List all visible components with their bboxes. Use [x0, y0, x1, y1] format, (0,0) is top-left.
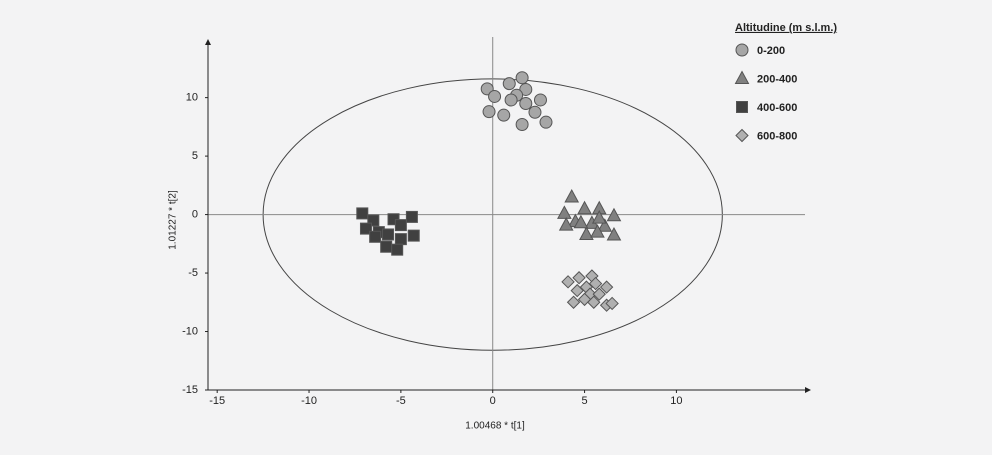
- point: [591, 210, 607, 224]
- y-axis-label: 1.01227 * t[2]: [168, 190, 179, 250]
- point: [394, 233, 407, 246]
- point: [359, 222, 372, 235]
- x-axis-label: 1.00468 * t[1]: [465, 421, 525, 432]
- point: [405, 210, 418, 223]
- legend-label: 400-600: [757, 102, 797, 114]
- x-tick-label: 5: [582, 395, 588, 407]
- legend-label: 200-400: [757, 73, 797, 85]
- point: [599, 280, 614, 294]
- point: [579, 226, 594, 240]
- legend-marker: [735, 43, 749, 57]
- y-tick-label: 0: [192, 208, 198, 220]
- point: [515, 71, 529, 85]
- point: [561, 275, 575, 289]
- point: [577, 200, 592, 215]
- legend-title: Altitudine (m s.l.m.): [735, 22, 837, 34]
- point: [557, 205, 572, 219]
- point: [394, 219, 407, 232]
- x-tick-label: -15: [209, 395, 225, 407]
- legend-label: 600-800: [757, 130, 797, 142]
- point: [502, 77, 516, 91]
- point: [369, 230, 382, 243]
- point: [533, 93, 547, 107]
- point: [407, 229, 420, 242]
- y-tick-label: 5: [192, 150, 198, 162]
- point: [558, 217, 574, 231]
- legend-marker: [735, 128, 749, 143]
- point: [528, 105, 542, 119]
- x-tick-label: 0: [490, 395, 496, 407]
- legend-marker: [736, 101, 748, 113]
- point: [588, 276, 603, 291]
- point: [539, 115, 553, 129]
- point: [572, 271, 586, 285]
- x-tick-label: -10: [301, 395, 317, 407]
- point: [488, 89, 502, 103]
- point: [605, 296, 619, 311]
- legend-marker: [734, 70, 750, 84]
- legend-label: 0-200: [757, 45, 785, 57]
- point: [573, 214, 589, 229]
- point: [515, 118, 529, 132]
- point: [367, 214, 380, 227]
- y-axis-arrow: [205, 39, 211, 45]
- point: [597, 218, 613, 232]
- y-tick-label: -10: [182, 325, 198, 337]
- point: [382, 228, 395, 241]
- point: [566, 295, 581, 309]
- y-tick-label: -15: [182, 384, 198, 396]
- point: [587, 295, 601, 309]
- point: [606, 207, 622, 222]
- point: [606, 226, 622, 241]
- y-tick-label: -5: [188, 267, 198, 279]
- point: [590, 224, 605, 238]
- point: [519, 96, 533, 110]
- point: [519, 82, 533, 96]
- point: [380, 240, 393, 253]
- point: [504, 93, 518, 107]
- point: [570, 283, 584, 298]
- x-tick-label: -5: [396, 395, 406, 407]
- x-tick-label: 10: [670, 395, 682, 407]
- point: [391, 243, 404, 256]
- point: [497, 108, 511, 122]
- point: [356, 207, 369, 220]
- point: [592, 287, 606, 301]
- y-tick-label: 10: [186, 92, 198, 104]
- point: [564, 188, 580, 203]
- x-axis-arrow: [805, 387, 811, 393]
- point: [482, 105, 496, 119]
